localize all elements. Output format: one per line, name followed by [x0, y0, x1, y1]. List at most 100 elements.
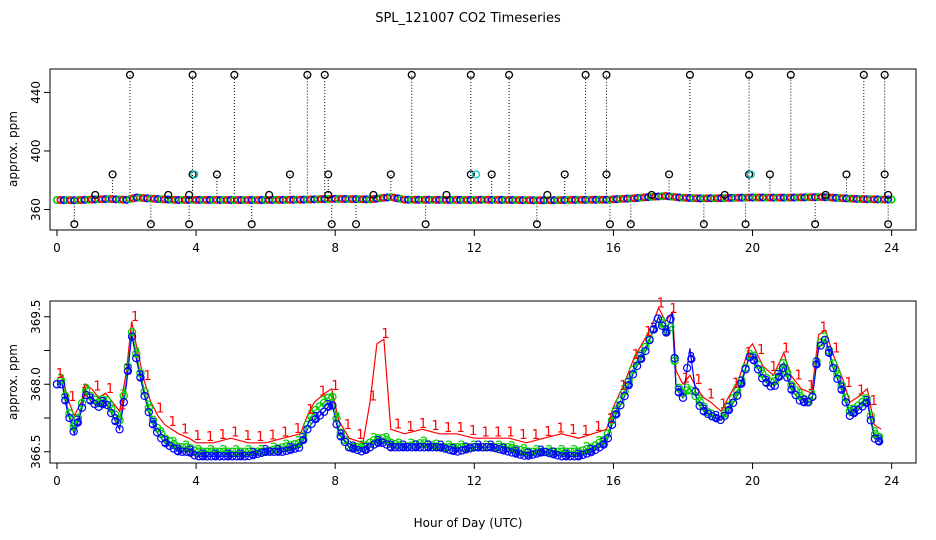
series-2-point	[724, 401, 734, 410]
outlier-point	[230, 70, 239, 79]
series-1-label: 1	[820, 320, 828, 335]
series-3-point	[657, 321, 667, 330]
series-1-label: 1	[607, 412, 615, 427]
baseline-point	[122, 195, 131, 204]
series-3-label: 3	[562, 448, 570, 463]
series-2-label: 2	[545, 444, 553, 459]
series-3-label: 3	[524, 448, 532, 463]
top-plot-frame	[49, 68, 917, 231]
series-3-label: 3	[825, 345, 833, 360]
series-3-point	[303, 425, 312, 434]
series-3-point	[324, 402, 333, 411]
series-3-label: 3	[487, 439, 495, 454]
series-2-label: 2	[633, 353, 641, 368]
series-3-label: 3	[700, 403, 708, 418]
series-3-point	[244, 451, 254, 461]
series-1-label: 1	[93, 379, 101, 394]
baseline-point	[125, 195, 134, 204]
series-2-point	[595, 438, 604, 447]
series-2-label: 2	[583, 441, 591, 456]
series-2-point	[207, 447, 216, 456]
series-3-label: 3	[499, 442, 507, 457]
outlier-point	[327, 220, 336, 229]
top-y-tick-label: 360	[29, 198, 43, 221]
series-2-point	[837, 380, 846, 390]
series-3-point	[403, 443, 412, 452]
series-3-point	[712, 413, 721, 423]
series-3-point	[720, 411, 729, 420]
series-1-label: 1	[206, 430, 214, 445]
series-2-point	[332, 414, 341, 423]
series-2-label: 2	[82, 383, 90, 398]
series-3-label: 3	[224, 448, 232, 463]
series-2-point	[228, 447, 237, 456]
series-3-label: 3	[349, 441, 357, 456]
series-3-point	[478, 443, 487, 452]
series-2-point	[749, 351, 759, 360]
series-3-point	[628, 370, 638, 379]
bottom-x-tick-label: 12	[467, 474, 482, 488]
series-2-point	[791, 386, 800, 395]
series-3-point	[286, 445, 295, 454]
series-1-label: 1	[194, 429, 202, 444]
series-3-label: 3	[862, 395, 870, 410]
series-3-label: 3	[161, 435, 169, 450]
series-2-label: 2	[608, 412, 616, 427]
series-1-label: 1	[68, 390, 76, 405]
top-x-tick-label: 4	[192, 241, 200, 255]
top-panel: approx. ppm 0 4 8 12 16 20 24 360 400 440	[6, 68, 917, 255]
series-3-label: 3	[124, 363, 132, 378]
outlier-point	[421, 220, 430, 229]
series-2-label: 2	[370, 432, 378, 447]
series-2-point	[424, 440, 433, 449]
series-2-label: 2	[107, 401, 115, 416]
series-3-point	[795, 396, 805, 405]
series-1-label: 1	[594, 420, 602, 435]
series-3-point	[157, 434, 166, 443]
series-3-point	[378, 438, 387, 447]
series-2-point	[182, 443, 191, 452]
series-3-point	[69, 427, 78, 436]
outlier-point	[605, 220, 614, 229]
outlier-point	[821, 190, 830, 199]
series-2-label: 2	[145, 400, 153, 415]
series-3-point	[236, 452, 245, 461]
outlier-point	[265, 190, 274, 199]
series-1-label: 1	[845, 376, 853, 391]
series-3-point	[165, 441, 174, 451]
outlier-point	[884, 220, 893, 229]
series-3-point	[445, 445, 454, 454]
top-x-tick-label: 16	[606, 241, 621, 255]
series-3-label: 3	[211, 448, 219, 463]
series-3-point	[812, 360, 821, 369]
series-3-label: 3	[199, 448, 207, 463]
series-3-point	[102, 400, 112, 410]
series-2-label: 2	[533, 444, 541, 459]
series-1-label: 1	[682, 371, 690, 386]
series-3-label: 3	[687, 351, 695, 366]
series-3-point	[486, 443, 496, 452]
series-2-label: 2	[708, 408, 716, 423]
outlier-point	[212, 170, 221, 179]
series-3-point	[290, 444, 300, 453]
series-3-point	[670, 353, 679, 363]
outlier-point	[765, 170, 774, 179]
series-2-point	[378, 434, 387, 443]
series-3-point	[699, 407, 709, 416]
series-3-point	[349, 444, 358, 453]
series-3-label: 3	[850, 405, 858, 420]
series-1-label: 1	[532, 428, 540, 443]
series-3-label: 3	[186, 445, 194, 460]
series-2-point	[687, 386, 696, 395]
series-2-point	[586, 443, 596, 452]
series-3-point	[194, 452, 204, 461]
outlier-point	[466, 70, 475, 79]
series-3-point	[724, 405, 734, 415]
series-2-point	[758, 369, 767, 378]
series-3-point	[428, 443, 437, 452]
series-3-point	[783, 373, 792, 382]
series-3-point	[115, 425, 124, 434]
outlier-point	[626, 220, 635, 229]
series-3-point	[816, 341, 825, 350]
